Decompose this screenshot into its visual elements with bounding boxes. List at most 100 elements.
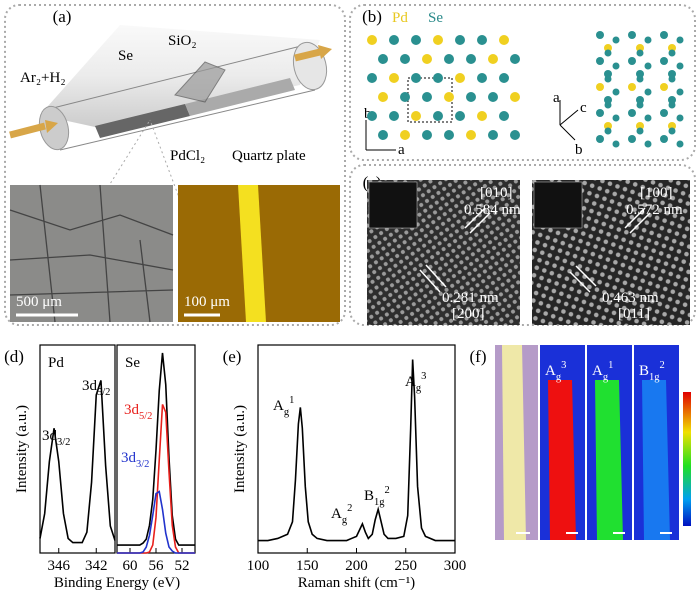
atom (668, 49, 676, 57)
label-base: 3d (42, 428, 58, 444)
label-sub: 5/2 (97, 387, 110, 398)
label-sup: 2 (660, 360, 665, 371)
atom (389, 35, 399, 45)
label-sub: g (556, 372, 562, 383)
atom (477, 73, 487, 83)
label-sup: 1 (608, 360, 613, 371)
atom (596, 31, 604, 39)
gas-label: Ar₂+H₂ (20, 70, 66, 86)
atom (668, 70, 676, 78)
x-tick-label: 100 (247, 558, 270, 574)
spectrum (117, 352, 195, 546)
panel-label: (f) (470, 347, 487, 366)
atom (604, 101, 612, 109)
atom (660, 83, 668, 91)
atom (644, 88, 652, 96)
atom (612, 62, 620, 70)
atom (628, 135, 636, 143)
atom (668, 96, 676, 104)
atom (422, 54, 432, 64)
atom (628, 109, 636, 117)
atom (636, 49, 644, 57)
spectrum (258, 359, 455, 542)
peak-label: Ag2 (331, 503, 352, 526)
peak-label: B1g2 (639, 360, 665, 383)
spectrum (117, 490, 195, 554)
hrtem-label: [010] (480, 185, 513, 201)
label-sup: 2 (385, 485, 390, 496)
atom (433, 73, 443, 83)
panel-b: (b) Pd Se b a a c b (349, 4, 696, 161)
atom (628, 31, 636, 39)
x-tick-label: 342 (85, 558, 108, 574)
label-sub: 1g (374, 497, 385, 508)
x-tick-label: 150 (296, 558, 319, 574)
atom (604, 96, 612, 104)
atom (644, 140, 652, 148)
atom (378, 92, 388, 102)
atom (466, 92, 476, 102)
atom (510, 54, 520, 64)
peak-label: Ag3 (545, 360, 566, 383)
x-tick-label: 60 (123, 558, 138, 574)
atom (604, 75, 612, 83)
atom (644, 36, 652, 44)
legend-label: Se (428, 10, 443, 26)
atom (636, 127, 644, 135)
atom (636, 70, 644, 78)
atom (660, 109, 668, 117)
hrtem-label: 0.463 nm (602, 290, 659, 306)
x-tick-label: 52 (175, 558, 190, 574)
label-base: A (545, 363, 556, 379)
atom (488, 92, 498, 102)
atom (596, 109, 604, 117)
atom (389, 73, 399, 83)
atom (604, 44, 612, 52)
hrtem-label: 0.281 nm (442, 290, 499, 306)
atom (378, 54, 388, 64)
label-sub: g (416, 383, 422, 394)
label-sub: 5/2 (139, 411, 152, 422)
legend-label: Pd (392, 10, 408, 26)
label-base: A (273, 398, 284, 414)
atom (676, 88, 684, 96)
atom (628, 57, 636, 65)
atom (676, 114, 684, 122)
atom (668, 75, 676, 83)
scale-label: 100 μm (184, 294, 230, 310)
plot-frame (39, 344, 116, 554)
x-tick-label: 56 (149, 558, 165, 574)
atom (636, 75, 644, 83)
atom (660, 135, 668, 143)
x-tick-label: 250 (395, 558, 418, 574)
atom (477, 35, 487, 45)
peak-label: Ag3 (405, 371, 426, 394)
atom (596, 135, 604, 143)
atom (644, 62, 652, 70)
label-base: A (405, 374, 416, 390)
spectrum (39, 380, 116, 544)
atom (422, 92, 432, 102)
label-base: 3d (82, 378, 98, 394)
label-sup: 2 (347, 503, 352, 514)
label-sub: g (342, 515, 348, 526)
x-tick-label: 300 (444, 558, 467, 574)
label-sup: 3 (421, 371, 426, 382)
atom (433, 111, 443, 121)
peak-label: 3d5/2 (82, 378, 110, 398)
spectrum (117, 404, 195, 554)
atom (644, 114, 652, 122)
atom (499, 35, 509, 45)
atom (604, 49, 612, 57)
label-sub: 3/2 (57, 437, 70, 448)
plot-title: Pd (48, 355, 64, 371)
x-axis-label: Raman shift (cm⁻¹) (298, 575, 415, 590)
atom (488, 130, 498, 140)
atom (596, 83, 604, 91)
atom (411, 35, 421, 45)
peak-label: 3d3/2 (121, 450, 149, 470)
atom (455, 73, 465, 83)
y-axis-label: Intensity (a.u.) (14, 405, 30, 493)
atom (466, 130, 476, 140)
